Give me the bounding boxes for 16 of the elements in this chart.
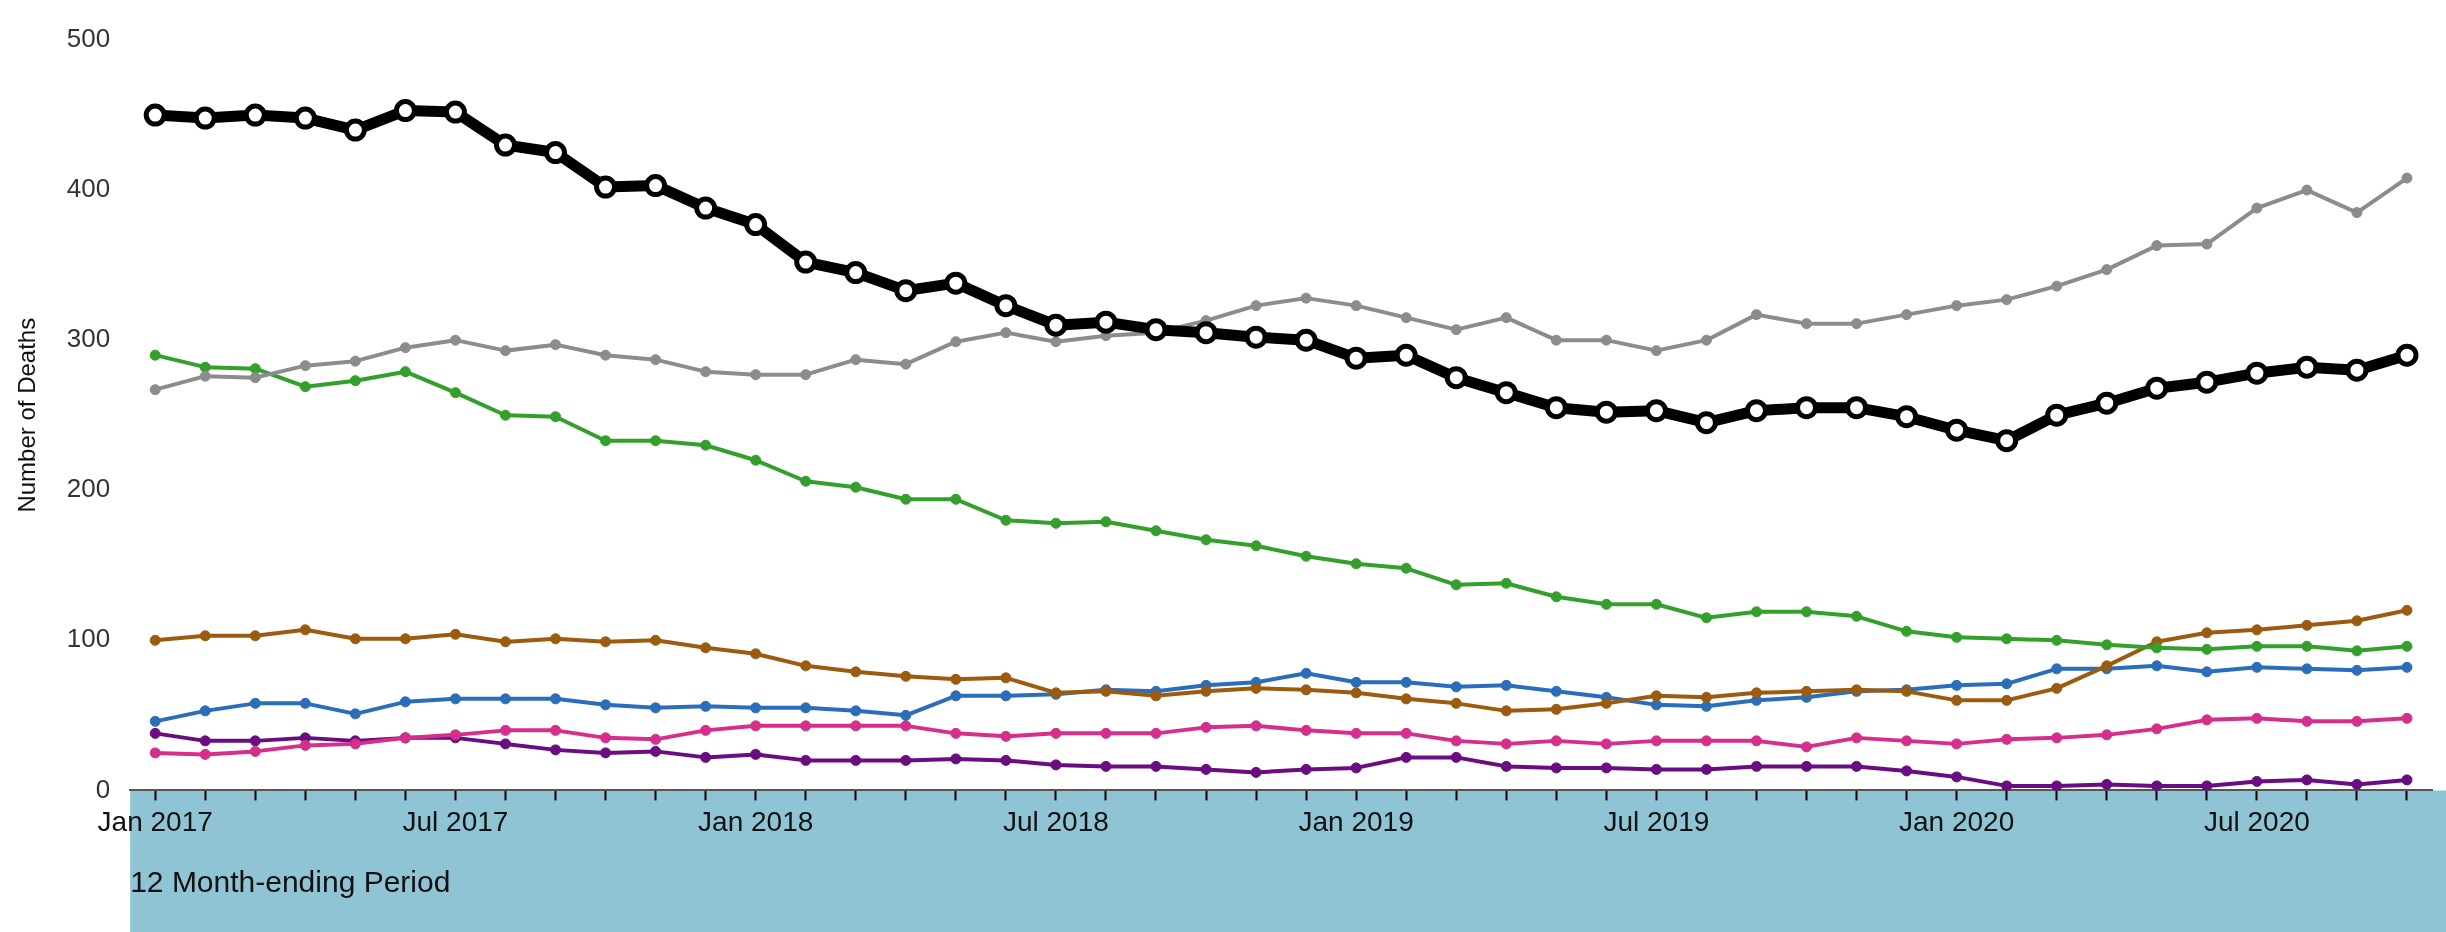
x-tick-label: Jul 2020: [2203, 805, 2310, 837]
x-tick-label: Jul 2018: [1002, 805, 1109, 837]
x-tick-label: Jan 2017: [97, 805, 213, 837]
y-tick-label: 200: [66, 473, 111, 504]
x-tick-label: Jan 2019: [1298, 805, 1414, 837]
y-tick-label: 500: [66, 23, 111, 54]
x-tick-label: Jul 2019: [1603, 805, 1710, 837]
y-tick-label: 400: [66, 173, 111, 204]
y-tick-label: 300: [66, 323, 111, 354]
y-axis-title: Number of Deaths: [13, 317, 41, 513]
x-tick-label: Jan 2018: [698, 805, 814, 837]
y-tick-label: 0: [95, 773, 111, 804]
x-axis-title: 12 Month-ending Period: [130, 865, 451, 899]
x-tick-label: Jul 2017: [402, 805, 509, 837]
x-tick-label: Jan 2020: [1899, 805, 2015, 837]
y-tick-label: 100: [66, 623, 111, 654]
